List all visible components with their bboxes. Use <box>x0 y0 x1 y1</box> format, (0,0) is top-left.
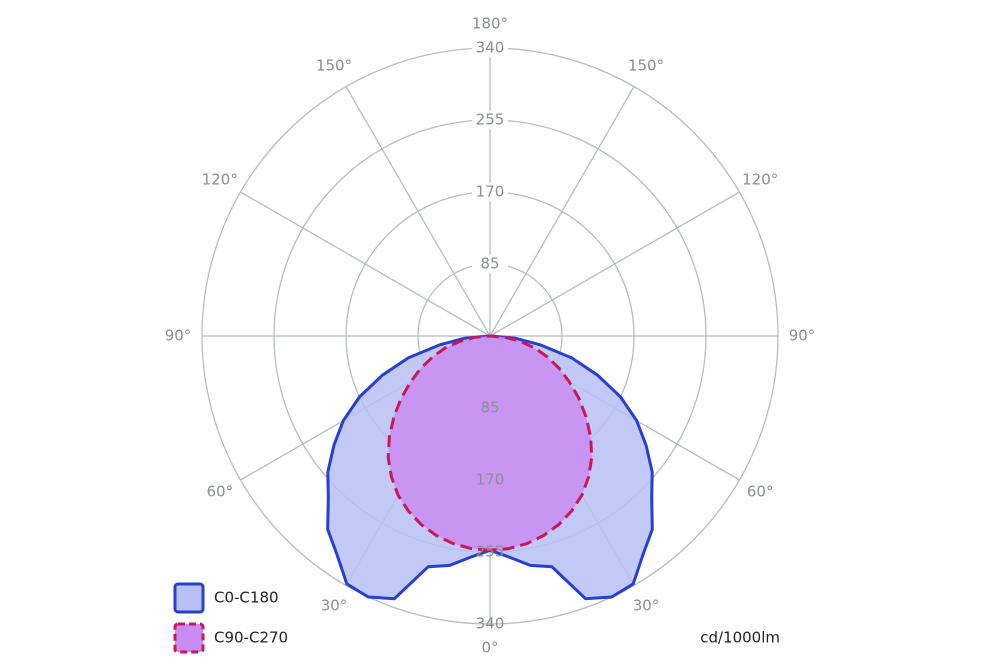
curves <box>326 334 654 601</box>
r-tick-label: 85 <box>480 255 499 273</box>
angle-label: 120° <box>202 171 238 189</box>
r-tick-label: 85 <box>480 399 499 417</box>
tick-label-bg <box>472 255 508 273</box>
legend-label: C90-C270 <box>214 629 288 647</box>
legend: C0-C180 C90-C270 <box>173 582 288 654</box>
angle-label: 30° <box>633 597 660 615</box>
unit-label: cd/1000lm <box>700 629 780 647</box>
r-tick-label: 170 <box>476 183 505 201</box>
tick-label-bg <box>472 39 508 57</box>
legend-swatch <box>173 582 205 614</box>
legend-swatch <box>173 622 205 654</box>
angle-label: 60° <box>747 483 774 501</box>
angle-label: 30° <box>321 597 348 615</box>
legend-label: C0-C180 <box>214 589 279 607</box>
r-tick-label: 255 <box>476 543 505 561</box>
angle-label: 90° <box>789 327 816 345</box>
r-tick-label: 170 <box>476 471 505 489</box>
r-tick-label: 340 <box>476 39 505 57</box>
tick-label-bg <box>472 183 508 201</box>
angle-label: 0° <box>481 639 498 657</box>
angle-label: 180° <box>472 15 508 33</box>
r-tick-label: 340 <box>476 615 505 633</box>
angle-label: 60° <box>207 483 234 501</box>
intensity-curve <box>386 334 594 552</box>
angle-label: 150° <box>316 56 352 74</box>
tick-label-bg <box>472 111 508 129</box>
angle-label: 90° <box>165 327 192 345</box>
angle-label: 120° <box>742 171 778 189</box>
r-tick-label: 255 <box>476 111 505 129</box>
labels: 0° 30° 30° 60° 60° 90° 90° 120° 120° 150° 150° 180°… <box>165 15 816 657</box>
angle-label: 150° <box>628 56 664 74</box>
